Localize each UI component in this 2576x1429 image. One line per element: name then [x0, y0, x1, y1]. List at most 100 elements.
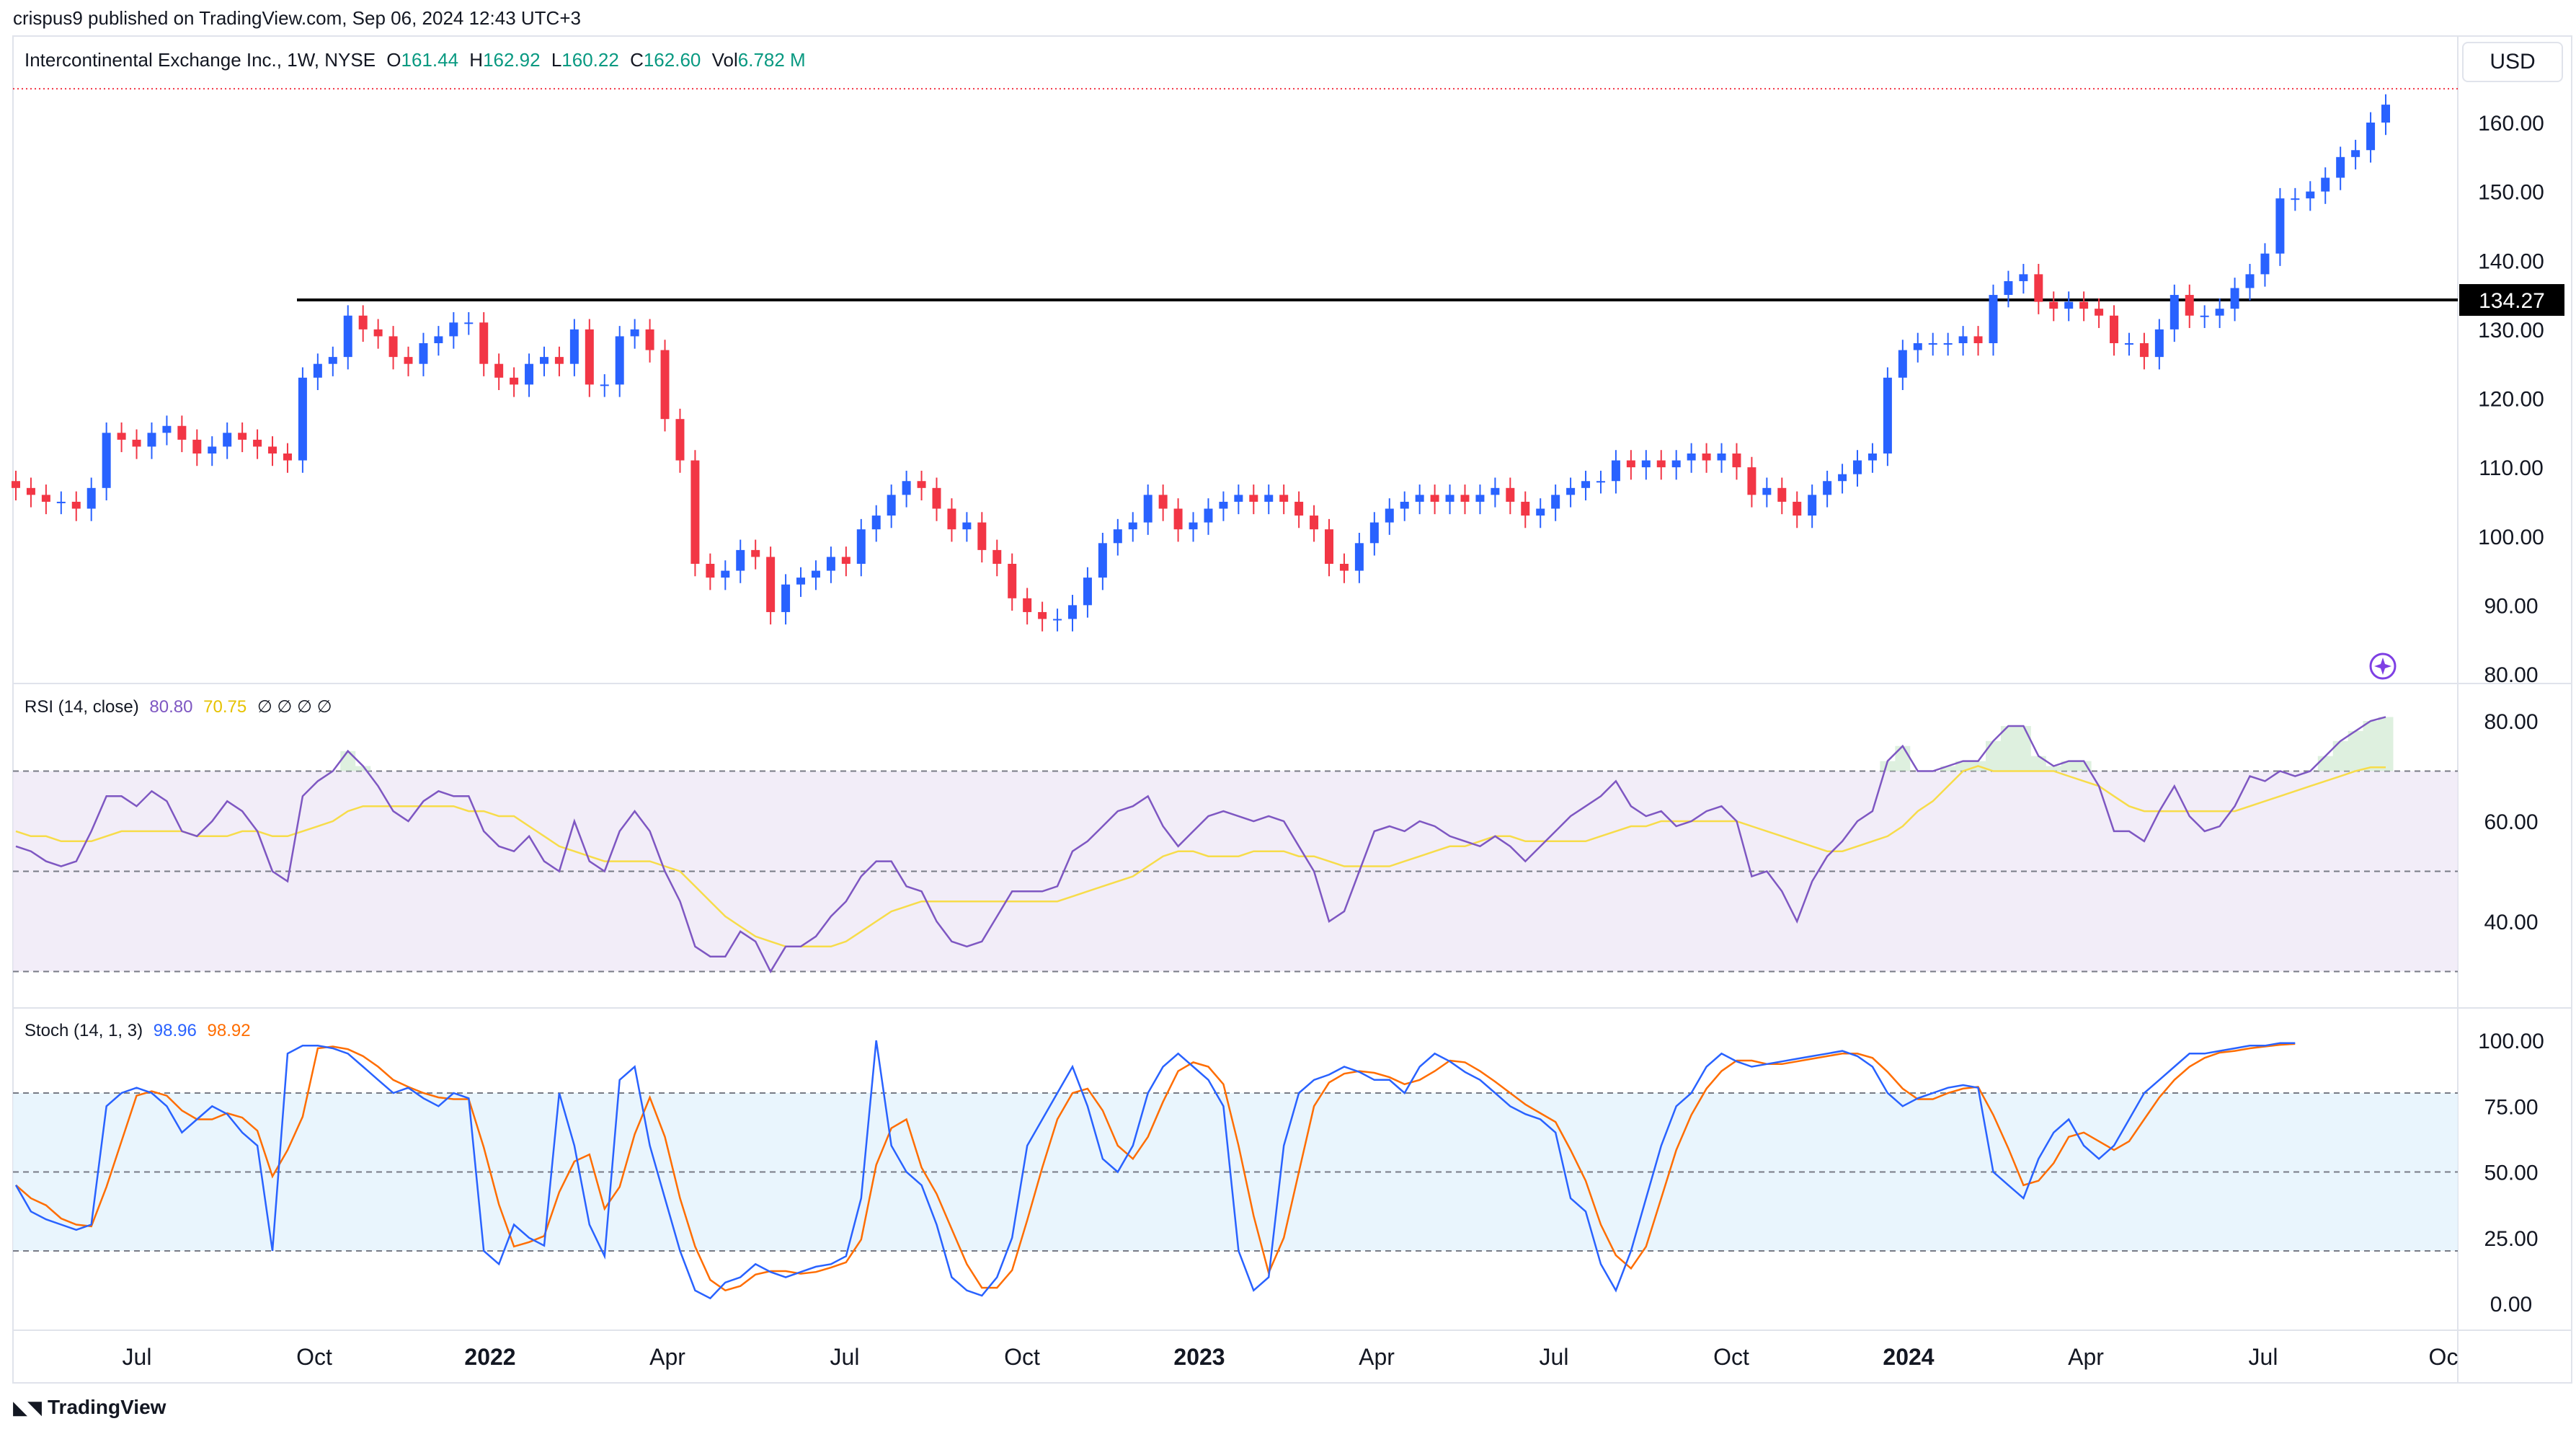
candle — [736, 539, 745, 583]
price-axis-label: 110.00 — [2479, 456, 2544, 480]
candle-body — [41, 495, 50, 502]
candle-body — [494, 363, 504, 378]
candle — [2306, 181, 2315, 211]
candle — [1173, 498, 1183, 542]
stoch-k-line — [14, 1040, 2296, 1300]
candle-body — [404, 357, 413, 364]
candle — [1808, 485, 1817, 528]
time-axis-label: Jul — [123, 1344, 152, 1370]
candle — [2049, 291, 2058, 322]
candle — [1128, 512, 1137, 542]
candle — [585, 319, 594, 397]
time-axis-label: 2024 — [1883, 1344, 1934, 1370]
candle-body — [1581, 481, 1591, 488]
candle-body — [917, 481, 926, 488]
rsi-axis-label: 40.00 — [2484, 911, 2538, 934]
candle-body — [1656, 460, 1666, 468]
candle — [1596, 470, 1605, 494]
chart-frame — [12, 35, 2572, 1384]
candle — [1415, 485, 1424, 515]
candle — [841, 547, 850, 577]
candle — [147, 422, 156, 459]
candle-body — [841, 557, 850, 564]
candle-body — [1566, 487, 1576, 495]
currency-button[interactable]: USD — [2462, 42, 2563, 82]
candle — [2095, 298, 2104, 328]
footer-brand[interactable]: ◣◥ TradingView — [13, 1396, 166, 1419]
candle-body — [1128, 522, 1137, 530]
candle-body — [449, 322, 458, 337]
candle-body — [525, 363, 534, 385]
candle-body — [887, 495, 896, 516]
candle-body — [1189, 522, 1198, 530]
candle-body — [1219, 501, 1228, 509]
candle-body — [1596, 481, 1605, 483]
price-axis-label: 100.00 — [2478, 526, 2544, 549]
candle — [2110, 305, 2119, 356]
candle-body — [1294, 501, 1304, 516]
candle — [479, 311, 489, 376]
candle-body — [1053, 619, 1062, 621]
candle-body — [1883, 377, 1892, 454]
candle-body — [796, 578, 806, 585]
candle — [902, 470, 911, 508]
candle — [2019, 264, 2028, 294]
candle — [856, 518, 866, 577]
horizontal-line-label-bg — [2459, 284, 2564, 317]
candle-body — [1506, 487, 1515, 502]
candle-body — [539, 357, 548, 364]
candle — [2245, 264, 2255, 301]
candle — [1898, 340, 1907, 391]
candle — [826, 547, 835, 583]
stoch-pane — [13, 1040, 2458, 1300]
candle-body — [2321, 177, 2330, 192]
candle — [630, 319, 639, 349]
candle — [675, 408, 685, 473]
candle-body — [1310, 516, 1319, 530]
candle-body — [1369, 522, 1379, 544]
candle-body — [268, 446, 277, 454]
candle-body — [554, 357, 564, 364]
candle — [721, 560, 730, 590]
candle-body — [238, 433, 247, 440]
time-axis-label: Apr — [1359, 1344, 1395, 1370]
candle-body — [856, 529, 866, 564]
high-value: 162.92 — [483, 49, 541, 71]
candle-body — [1732, 454, 1741, 468]
publisher-header: crispus9 published on TradingView.com, S… — [13, 7, 581, 29]
candle-body — [26, 487, 35, 495]
candle — [2124, 332, 2133, 356]
candle-body — [2381, 105, 2390, 123]
candle — [1823, 470, 1832, 508]
candle-body — [223, 433, 232, 447]
candle-body — [1264, 495, 1274, 502]
low-value: 160.22 — [561, 49, 619, 71]
candle — [404, 346, 413, 376]
candle-body — [630, 329, 639, 337]
candle-body — [298, 377, 307, 461]
candle-body — [1551, 495, 1560, 509]
candle — [1083, 567, 1092, 618]
candle-body — [56, 501, 66, 503]
candle-body — [645, 329, 654, 350]
candle — [992, 539, 1002, 577]
candle-body — [1747, 467, 1756, 495]
candle — [1747, 456, 1756, 508]
time-axis-label: 2022 — [464, 1344, 515, 1370]
candle — [2139, 332, 2149, 370]
candle-body — [1008, 564, 1017, 598]
candle-body — [1808, 495, 1817, 516]
candle-body — [192, 439, 202, 454]
candle — [1611, 450, 1620, 494]
candle — [2381, 94, 2390, 136]
candle — [1928, 332, 1937, 356]
candle — [223, 422, 232, 459]
candle-body — [811, 570, 820, 578]
time-axis-label: Oct — [296, 1344, 332, 1370]
candle-body — [1249, 495, 1258, 502]
candle — [41, 485, 50, 515]
candle-body — [1067, 605, 1077, 619]
candle — [1732, 443, 1741, 480]
candle — [1943, 332, 1953, 356]
